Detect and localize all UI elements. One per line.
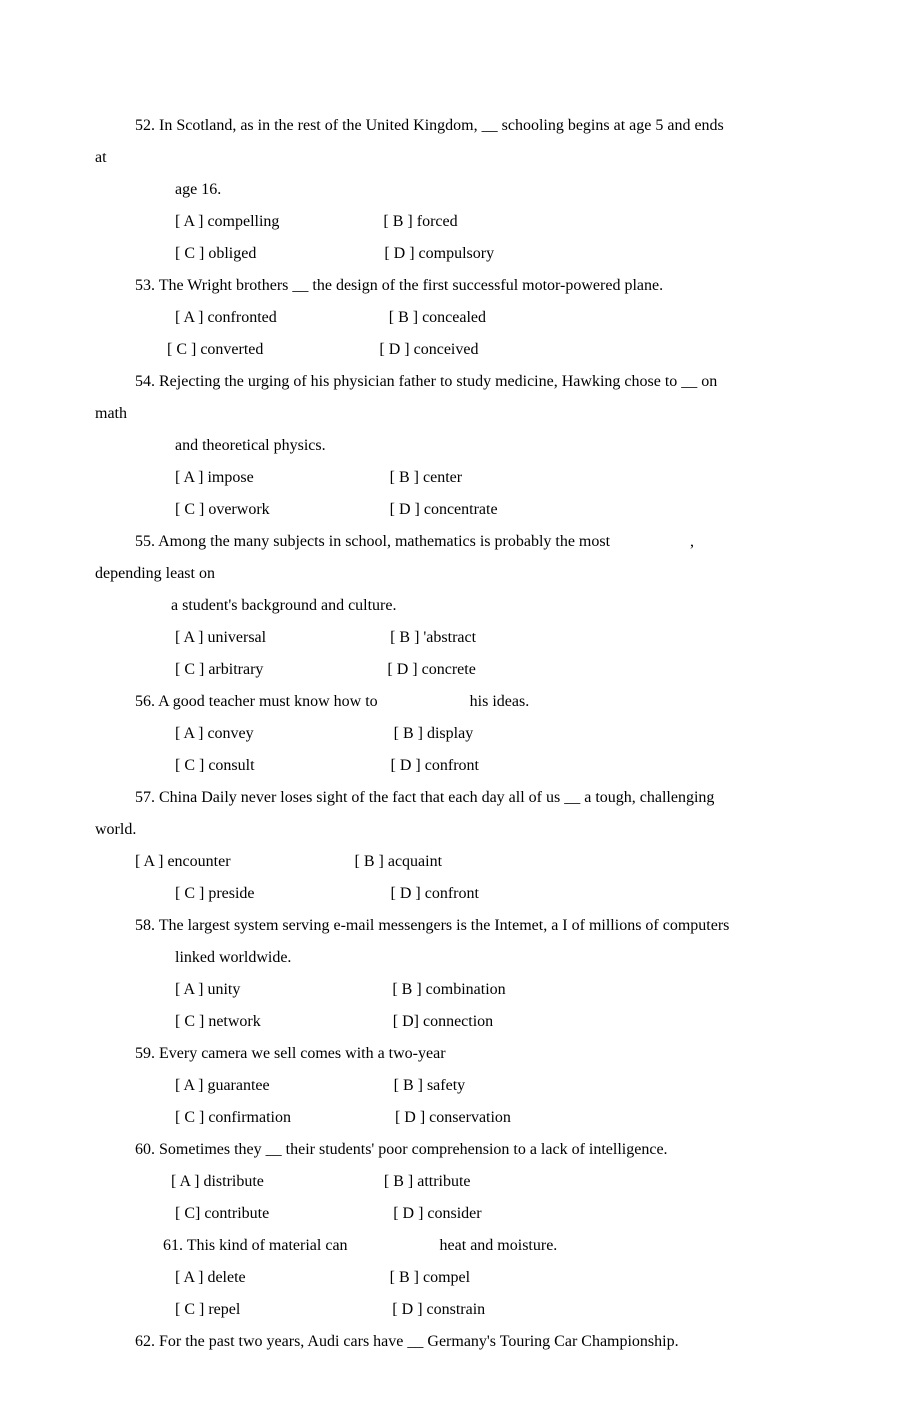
text-line: [ C ] arbitrary [ D ] concrete [95, 654, 820, 686]
text-line: [ A ] confronted [ B ] concealed [95, 302, 820, 334]
text-line: math [95, 398, 820, 430]
text-line: age 16. [95, 174, 820, 206]
text-line: [ A ] universal [ B ] 'abstract [95, 622, 820, 654]
text-line: 57. China Daily never loses sight of the… [95, 782, 820, 814]
text-line: 61. This kind of material can heat and m… [95, 1230, 820, 1262]
text-line: [ A ] encounter [ B ] acquaint [95, 846, 820, 878]
text-line: [ A ] delete [ B ] compel [95, 1262, 820, 1294]
text-line: [ C ] repel [ D ] constrain [95, 1294, 820, 1326]
text-line: 52. In Scotland, as in the rest of the U… [95, 110, 820, 142]
text-line: [ A ] guarantee [ B ] safety [95, 1070, 820, 1102]
text-line: [ C ] obliged [ D ] compulsory [95, 238, 820, 270]
text-line: [ C ] converted [ D ] conceived [95, 334, 820, 366]
text-line: 58. The largest system serving e-mail me… [95, 910, 820, 942]
text-line: 54. Rejecting the urging of his physicia… [95, 366, 820, 398]
text-line: 53. The Wright brothers __ the design of… [95, 270, 820, 302]
text-line: [ C ] overwork [ D ] concentrate [95, 494, 820, 526]
text-line: [ C ] consult [ D ] confront [95, 750, 820, 782]
text-line: 56. A good teacher must know how to his … [95, 686, 820, 718]
text-line: world. [95, 814, 820, 846]
text-line: [ C ] network [ D] connection [95, 1006, 820, 1038]
text-line: depending least on [95, 558, 820, 590]
text-line: [ A ] unity [ B ] combination [95, 974, 820, 1006]
text-line: [ A ] distribute [ B ] attribute [95, 1166, 820, 1198]
text-line: 60. Sometimes they __ their students' po… [95, 1134, 820, 1166]
document-page: 52. In Scotland, as in the rest of the U… [0, 0, 920, 1418]
text-line: at [95, 142, 820, 174]
text-line: [ C ] preside [ D ] confront [95, 878, 820, 910]
text-line: a student's background and culture. [95, 590, 820, 622]
text-line: [ A ] compelling [ B ] forced [95, 206, 820, 238]
text-line: [ C ] confirmation [ D ] conservation [95, 1102, 820, 1134]
text-line: [ C] contribute [ D ] consider [95, 1198, 820, 1230]
text-line: linked worldwide. [95, 942, 820, 974]
text-line: 55. Among the many subjects in school, m… [95, 526, 820, 558]
text-line: and theoretical physics. [95, 430, 820, 462]
text-line: [ A ] convey [ B ] display [95, 718, 820, 750]
text-line: 59. Every camera we sell comes with a tw… [95, 1038, 820, 1070]
text-line: 62. For the past two years, Audi cars ha… [95, 1326, 820, 1358]
text-line: [ A ] impose [ B ] center [95, 462, 820, 494]
